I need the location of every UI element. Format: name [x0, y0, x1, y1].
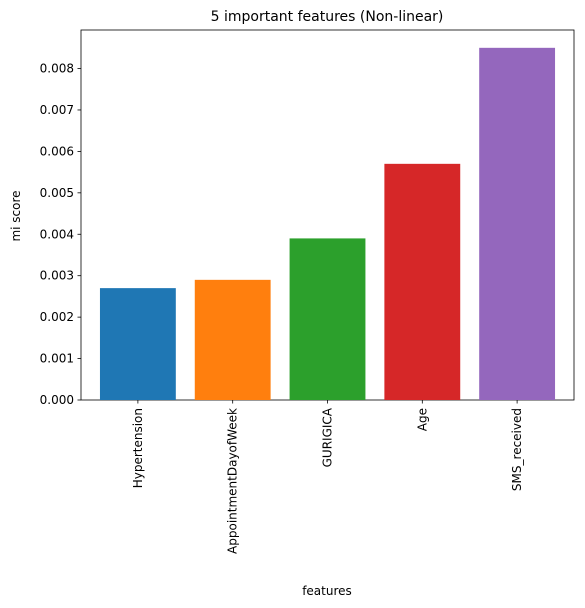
x-tick-label: Hypertension — [131, 408, 145, 488]
y-axis-label: mi score — [9, 190, 23, 241]
bar-gurigica — [289, 238, 366, 400]
y-tick-label: 0.008 — [40, 62, 74, 76]
chart-title: 5 important features (Non-linear) — [211, 9, 444, 25]
x-tick-label: Age — [415, 408, 429, 431]
y-tick-label: 0.000 — [40, 393, 74, 407]
y-axis: 0.000 0.001 0.002 0.003 0.004 0.005 0.006 0.007… — [40, 62, 81, 407]
y-tick-label: 0.007 — [40, 103, 74, 117]
bar-hypertension — [99, 288, 176, 400]
x-axis-label: features — [302, 584, 352, 598]
y-tick-label: 0.006 — [40, 144, 74, 158]
bar-sms-received — [479, 47, 556, 400]
y-tick-label: 0.005 — [40, 186, 74, 200]
y-tick-label: 0.003 — [40, 269, 74, 283]
bars-group — [99, 47, 556, 400]
x-tick-label: SMS_received — [510, 408, 524, 491]
x-tick-label: AppointmentDayofWeek — [226, 408, 240, 554]
bar-appointmentdayofweek — [194, 279, 271, 400]
x-tick-label: GURIGICA — [321, 407, 335, 467]
bar-age — [384, 163, 461, 400]
y-tick-label: 0.004 — [40, 227, 74, 241]
y-tick-label: 0.002 — [40, 310, 74, 324]
x-axis: Hypertension AppointmentDayofWeek GURIGICA… — [131, 400, 524, 554]
y-tick-label: 0.001 — [40, 352, 74, 366]
